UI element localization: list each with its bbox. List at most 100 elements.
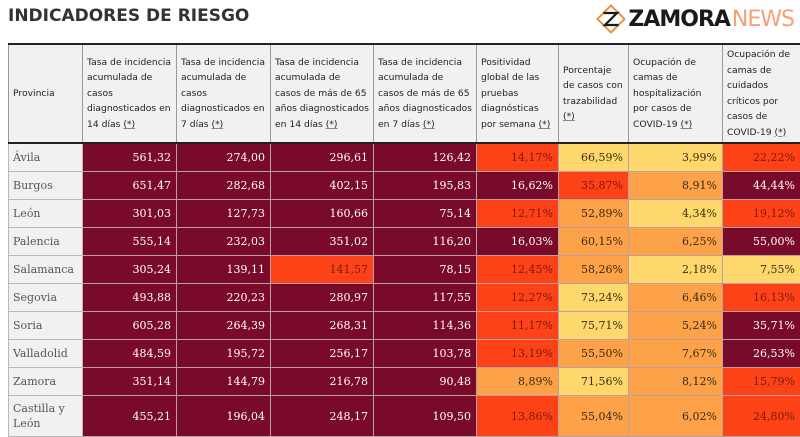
indicator-cell: 264,39 [177, 312, 271, 340]
indicator-cell: 7,55% [723, 256, 800, 284]
indicator-cell: 2,18% [629, 256, 723, 284]
column-header: Tasa de incidencia acumulada de casos di… [177, 44, 271, 143]
column-header: Tasa de incidencia acumulada de casos di… [83, 44, 177, 143]
indicator-cell: 55,04% [559, 396, 629, 437]
indicator-cell: 15,79% [723, 368, 800, 396]
province-name: Zamora [9, 368, 83, 396]
indicator-cell: 6,02% [629, 396, 723, 437]
indicator-cell: 220,23 [177, 284, 271, 312]
indicator-cell: 19,12% [723, 200, 800, 228]
indicator-cell: 8,91% [629, 172, 723, 200]
indicator-cell: 280,97 [271, 284, 374, 312]
column-header: Positividad global de las pruebas diagnó… [477, 44, 559, 143]
indicator-cell: 274,00 [177, 143, 271, 172]
province-name: Valladolid [9, 340, 83, 368]
indicator-cell: 75,14 [374, 200, 477, 228]
watermark-suffix: NEWS [732, 7, 794, 32]
indicator-cell: 296,61 [271, 143, 374, 172]
province-name: Segovia [9, 284, 83, 312]
watermark-brand: ZAMORA [628, 7, 730, 32]
footnote-link[interactable]: (*) [326, 119, 338, 130]
footnote-link[interactable]: (*) [123, 119, 135, 130]
indicator-cell: 144,79 [177, 368, 271, 396]
risk-indicators-table: Provincia Tasa de incidencia acumulada de… [8, 43, 800, 437]
indicator-cell: 484,59 [83, 340, 177, 368]
indicator-cell: 71,56% [559, 368, 629, 396]
column-header-label: Positividad global de las pruebas diagnó… [481, 57, 539, 130]
column-header: Tasa de incidencia acumulada de casos de… [271, 44, 374, 143]
province-name: León [9, 200, 83, 228]
indicator-cell: 6,25% [629, 228, 723, 256]
indicator-cell: 232,03 [177, 228, 271, 256]
indicator-cell: 52,89% [559, 200, 629, 228]
indicator-cell: 402,15 [271, 172, 374, 200]
indicator-cell: 268,31 [271, 312, 374, 340]
indicator-cell: 117,55 [374, 284, 477, 312]
indicator-cell: 8,89% [477, 368, 559, 396]
indicator-cell: 6,46% [629, 284, 723, 312]
column-header-label: Ocupación de camas de cuidados críticos … [727, 49, 790, 138]
indicator-cell: 16,62% [477, 172, 559, 200]
indicator-cell: 12,71% [477, 200, 559, 228]
footnote-link[interactable]: (*) [563, 111, 575, 122]
indicator-cell: 282,68 [177, 172, 271, 200]
footnote-link[interactable]: (*) [423, 119, 435, 130]
indicator-cell: 103,78 [374, 340, 477, 368]
indicator-cell: 651,47 [83, 172, 177, 200]
indicator-cell: 13,86% [477, 396, 559, 437]
indicator-cell: 35,71% [723, 312, 800, 340]
indicator-cell: 3,99% [629, 143, 723, 172]
indicator-cell: 605,28 [83, 312, 177, 340]
indicator-cell: 351,02 [271, 228, 374, 256]
indicator-cell: 114,36 [374, 312, 477, 340]
column-header: Porcentaje de casos con trazabilidad (*) [559, 44, 629, 143]
province-name: Ávila [9, 143, 83, 172]
indicator-cell: 126,42 [374, 143, 477, 172]
indicator-cell: 256,17 [271, 340, 374, 368]
indicator-cell: 139,11 [177, 256, 271, 284]
indicator-cell: 127,73 [177, 200, 271, 228]
province-name: Palencia [9, 228, 83, 256]
indicator-cell: 16,13% [723, 284, 800, 312]
indicator-cell: 12,45% [477, 256, 559, 284]
province-name: Salamanca [9, 256, 83, 284]
indicator-cell: 44,44% [723, 172, 800, 200]
province-name: Soria [9, 312, 83, 340]
indicator-cell: 160,66 [271, 200, 374, 228]
footnote-link[interactable]: (*) [212, 119, 224, 130]
indicator-cell: 216,78 [271, 368, 374, 396]
indicator-cell: 12,27% [477, 284, 559, 312]
indicator-cell: 455,21 [83, 396, 177, 437]
indicator-cell: 90,48 [374, 368, 477, 396]
indicator-cell: 11,17% [477, 312, 559, 340]
indicator-cell: 493,88 [83, 284, 177, 312]
header-provincia: Provincia [9, 44, 83, 143]
indicator-cell: 116,20 [374, 228, 477, 256]
column-header-label: Porcentaje de casos con trazabilidad [563, 65, 623, 107]
indicator-cell: 78,15 [374, 256, 477, 284]
indicator-cell: 66,59% [559, 143, 629, 172]
indicator-cell: 305,24 [83, 256, 177, 284]
indicator-cell: 109,50 [374, 396, 477, 437]
footnote-link[interactable]: (*) [539, 119, 551, 130]
footnote-link[interactable]: (*) [774, 127, 786, 138]
page-title: INDICADORES DE RIESGO [8, 6, 249, 26]
indicator-cell: 73,24% [559, 284, 629, 312]
column-header: Ocupación de camas de cuidados críticos … [723, 44, 800, 143]
column-header-label: Tasa de incidencia acumulada de casos de… [275, 57, 369, 130]
indicator-cell: 561,32 [83, 143, 177, 172]
indicator-cell: 75,71% [559, 312, 629, 340]
column-header-label: Provincia [13, 88, 55, 99]
footnote-link[interactable]: (*) [680, 119, 692, 130]
indicator-cell: 58,26% [559, 256, 629, 284]
province-name: Burgos [9, 172, 83, 200]
